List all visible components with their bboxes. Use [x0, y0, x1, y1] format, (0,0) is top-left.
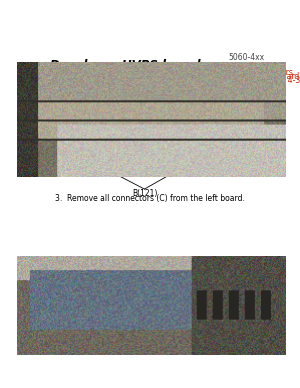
- Text: C: C: [146, 324, 152, 333]
- Text: Go to “Developer HVPS board” on page 7-34 for part numbers.: Go to “Developer HVPS board” on page 7-3…: [55, 68, 295, 77]
- Text: Developer HVPS board: Developer HVPS board: [50, 59, 201, 72]
- Text: page 4-2 from the developer HVPS board.: page 4-2 from the developer HVPS board.: [55, 80, 226, 88]
- Text: 3.  Remove all connectors (C) from the left board.: 3. Remove all connectors (C) from the le…: [55, 194, 245, 203]
- Text: Repair information: Repair information: [50, 330, 122, 340]
- Text: 1.  Remove inner system board shield. See “Inner system board shield” on page 4-: 1. Remove inner system board shield. See…: [55, 72, 300, 81]
- Text: 2.  Remove four top machine screws (A) type “323” on page 4-3 and four bottom sc: 2. Remove four top machine screws (A) ty…: [55, 76, 300, 85]
- Text: 4-31: 4-31: [238, 330, 260, 340]
- Text: 5060-4xx: 5060-4xx: [228, 53, 264, 62]
- Text: B(121): B(121): [132, 189, 157, 198]
- Text: A(323): A(323): [139, 81, 164, 90]
